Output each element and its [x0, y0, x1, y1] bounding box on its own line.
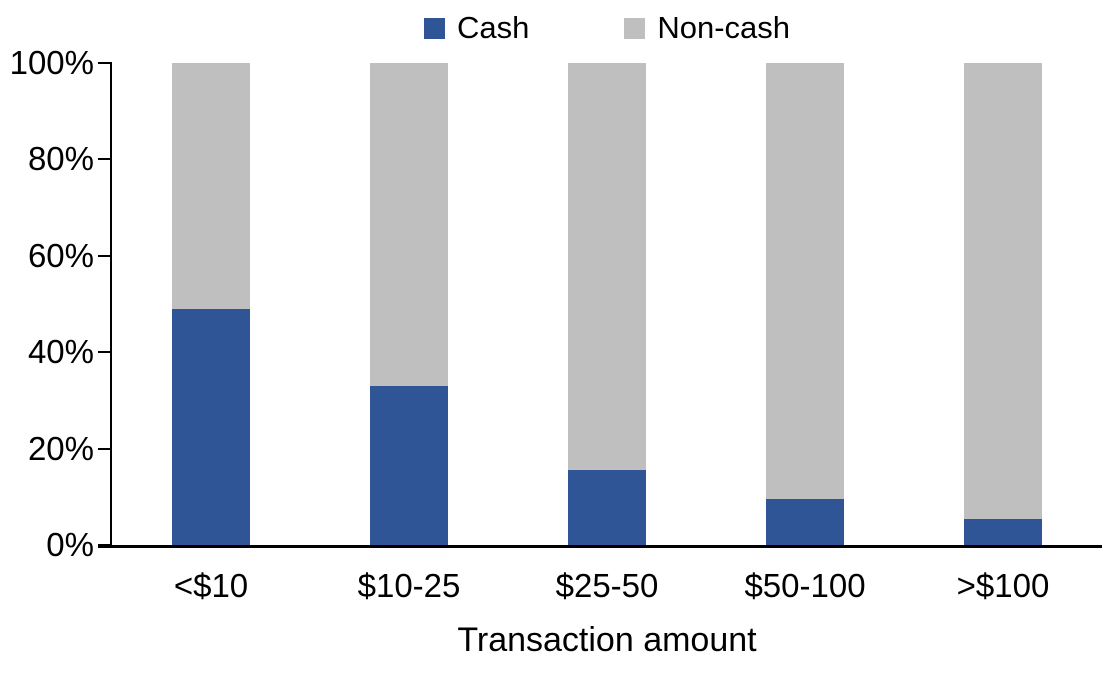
- legend-label: Cash: [456, 10, 530, 45]
- plot-area: 0% 20% 40% 60% 80% 100%: [10, 46, 1102, 562]
- y-axis-tick-label: 80%: [27, 140, 94, 178]
- stacked-bar: [568, 63, 646, 545]
- y-axis-tick-label: 0%: [46, 526, 94, 563]
- bar-segment-cash: [964, 518, 1042, 545]
- bar-segment-non-cash: [964, 63, 1042, 519]
- x-axis-tick-label: $25-50: [555, 567, 659, 604]
- bar-segment-cash: [766, 499, 844, 545]
- y-axis-line: [109, 63, 112, 545]
- stacked-bar: [370, 63, 448, 545]
- category-column: [508, 63, 706, 545]
- category-column: [706, 63, 904, 545]
- x-axis-tick-label: $50-100: [744, 567, 866, 604]
- y-axis-tick: [98, 351, 112, 354]
- y-axis-tick: [98, 447, 112, 450]
- y-axis-tick: [98, 254, 112, 257]
- bar-segment-non-cash: [568, 63, 646, 471]
- legend-item-non-cash: Non-cash: [624, 10, 790, 46]
- legend-swatch-cash: [423, 17, 445, 39]
- bar-segment-non-cash: [172, 63, 250, 309]
- bar-segment-cash: [370, 385, 448, 545]
- stacked-bar: [172, 63, 250, 545]
- x-axis-tick-label: <$10: [173, 567, 249, 604]
- stacked-bar: [766, 63, 844, 545]
- y-axis-tick-label: 20%: [27, 429, 94, 467]
- legend-label: Non-cash: [657, 10, 791, 45]
- legend: Cash Non-cash: [112, 10, 1102, 46]
- y-axis-tick-label: 100%: [9, 44, 94, 81]
- y-axis-tick: [98, 158, 112, 161]
- y-axis-tick-label: 60%: [27, 236, 94, 274]
- bar-segment-non-cash: [370, 63, 448, 386]
- bar-segment-cash: [568, 470, 646, 545]
- category-column: [112, 63, 310, 545]
- legend-item-cash: Cash: [423, 10, 530, 46]
- x-axis-tick-label: $10-25: [357, 567, 461, 604]
- x-axis-title: Transaction amount: [457, 621, 757, 659]
- bars-area: [112, 63, 1102, 545]
- stacked-bar: [964, 63, 1042, 545]
- category-column: [904, 63, 1102, 545]
- y-axis-tick-label: 40%: [27, 333, 94, 371]
- category-column: [310, 63, 508, 545]
- legend-swatch-non-cash: [624, 17, 646, 39]
- x-axis-tick-labels: <$10 $10-25 $25-50 $50-100 >$100: [112, 568, 1102, 604]
- x-axis-line: [98, 545, 1102, 548]
- bar-segment-cash: [172, 308, 250, 545]
- bar-segment-non-cash: [766, 63, 844, 500]
- x-axis-tick-label: >$100: [956, 567, 1050, 604]
- y-axis-tick: [98, 62, 112, 64]
